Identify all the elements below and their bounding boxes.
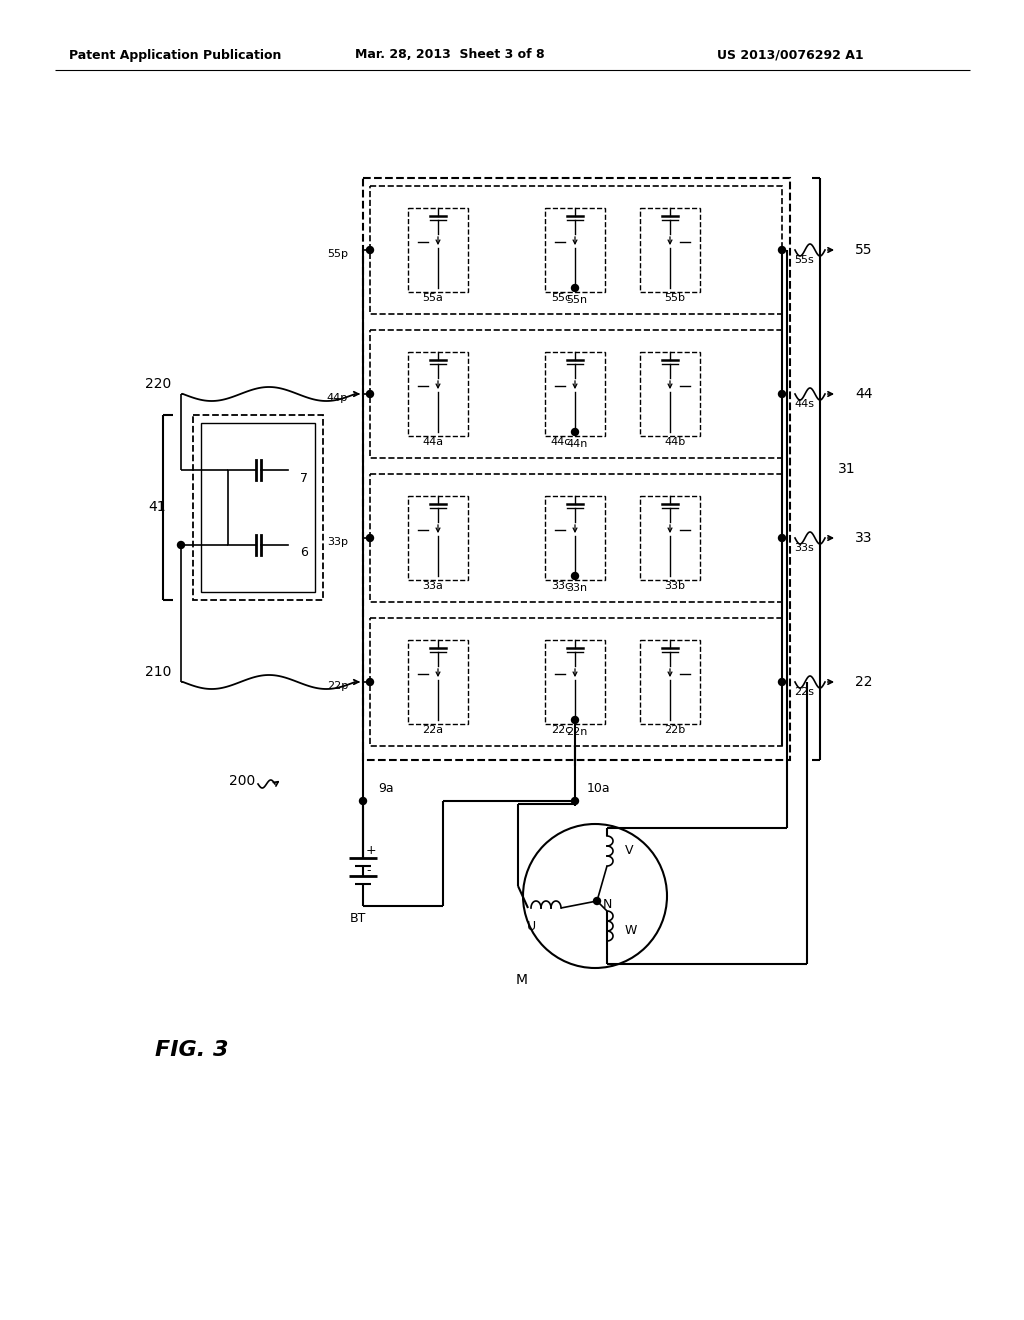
Text: 41: 41: [148, 500, 166, 513]
Circle shape: [778, 678, 785, 685]
Text: 55c: 55c: [551, 293, 571, 304]
Text: 55b: 55b: [665, 293, 685, 304]
Text: 7: 7: [300, 471, 308, 484]
Text: 55n: 55n: [566, 294, 588, 305]
Bar: [640, 496, 700, 579]
Text: 44b: 44b: [665, 437, 686, 447]
Text: 55: 55: [855, 243, 872, 257]
Text: 33p: 33p: [327, 537, 348, 546]
Bar: [545, 640, 605, 723]
Text: 44n: 44n: [566, 440, 588, 449]
Text: 33a: 33a: [423, 581, 443, 591]
Circle shape: [571, 717, 579, 723]
Text: 31: 31: [838, 462, 856, 477]
Bar: [640, 352, 700, 436]
Circle shape: [778, 391, 785, 397]
Bar: [408, 209, 468, 292]
Bar: [640, 209, 700, 292]
Text: 33n: 33n: [566, 583, 588, 593]
Text: FIG. 3: FIG. 3: [155, 1040, 228, 1060]
Text: 55p: 55p: [327, 249, 348, 259]
Text: 200: 200: [228, 774, 255, 788]
Text: 22: 22: [855, 675, 872, 689]
Circle shape: [367, 535, 374, 541]
Bar: [370, 186, 782, 314]
Text: 6: 6: [300, 546, 308, 560]
Text: 22s: 22s: [794, 686, 814, 697]
Text: 44a: 44a: [423, 437, 443, 447]
Circle shape: [571, 285, 579, 292]
Bar: [193, 414, 323, 601]
Text: +: +: [366, 845, 377, 858]
Text: Mar. 28, 2013  Sheet 3 of 8: Mar. 28, 2013 Sheet 3 of 8: [355, 49, 545, 62]
Circle shape: [571, 573, 579, 579]
Circle shape: [367, 678, 374, 685]
Text: 55s: 55s: [794, 255, 814, 265]
Text: -: -: [366, 865, 371, 878]
Text: BT: BT: [350, 912, 367, 924]
Text: W: W: [625, 924, 637, 937]
Bar: [408, 352, 468, 436]
Text: 33: 33: [855, 531, 872, 545]
Bar: [545, 352, 605, 436]
Bar: [362, 178, 790, 760]
Circle shape: [778, 535, 785, 541]
Text: 210: 210: [145, 665, 171, 678]
Text: Patent Application Publication: Patent Application Publication: [69, 49, 282, 62]
Circle shape: [367, 247, 374, 253]
Text: 22n: 22n: [566, 727, 588, 737]
Circle shape: [778, 247, 785, 253]
Bar: [408, 496, 468, 579]
Circle shape: [367, 391, 374, 397]
Text: V: V: [625, 845, 634, 858]
Text: M: M: [516, 973, 528, 987]
Text: 44c: 44c: [551, 437, 571, 447]
Text: 33c: 33c: [551, 581, 571, 591]
Text: N: N: [602, 898, 611, 911]
Text: 22b: 22b: [665, 725, 686, 735]
Text: 10a: 10a: [587, 783, 610, 796]
Bar: [545, 209, 605, 292]
Text: 22a: 22a: [423, 725, 443, 735]
Circle shape: [177, 541, 184, 549]
Text: 22p: 22p: [327, 681, 348, 690]
Bar: [545, 496, 605, 579]
Circle shape: [594, 898, 600, 904]
Bar: [370, 474, 782, 602]
Circle shape: [571, 429, 579, 436]
Circle shape: [571, 797, 579, 804]
Text: U: U: [527, 920, 537, 932]
Text: 33b: 33b: [665, 581, 685, 591]
Bar: [408, 640, 468, 723]
Text: 55a: 55a: [423, 293, 443, 304]
Text: 44: 44: [855, 387, 872, 401]
Circle shape: [359, 797, 367, 804]
Bar: [201, 422, 315, 591]
Text: 44s: 44s: [794, 399, 814, 409]
Bar: [370, 618, 782, 746]
Text: 33s: 33s: [794, 543, 814, 553]
Text: 220: 220: [145, 378, 171, 391]
Text: US 2013/0076292 A1: US 2013/0076292 A1: [717, 49, 863, 62]
Bar: [640, 640, 700, 723]
Text: 9a: 9a: [378, 783, 393, 796]
Text: 22c: 22c: [551, 725, 571, 735]
Bar: [370, 330, 782, 458]
Text: 44p: 44p: [327, 393, 348, 403]
